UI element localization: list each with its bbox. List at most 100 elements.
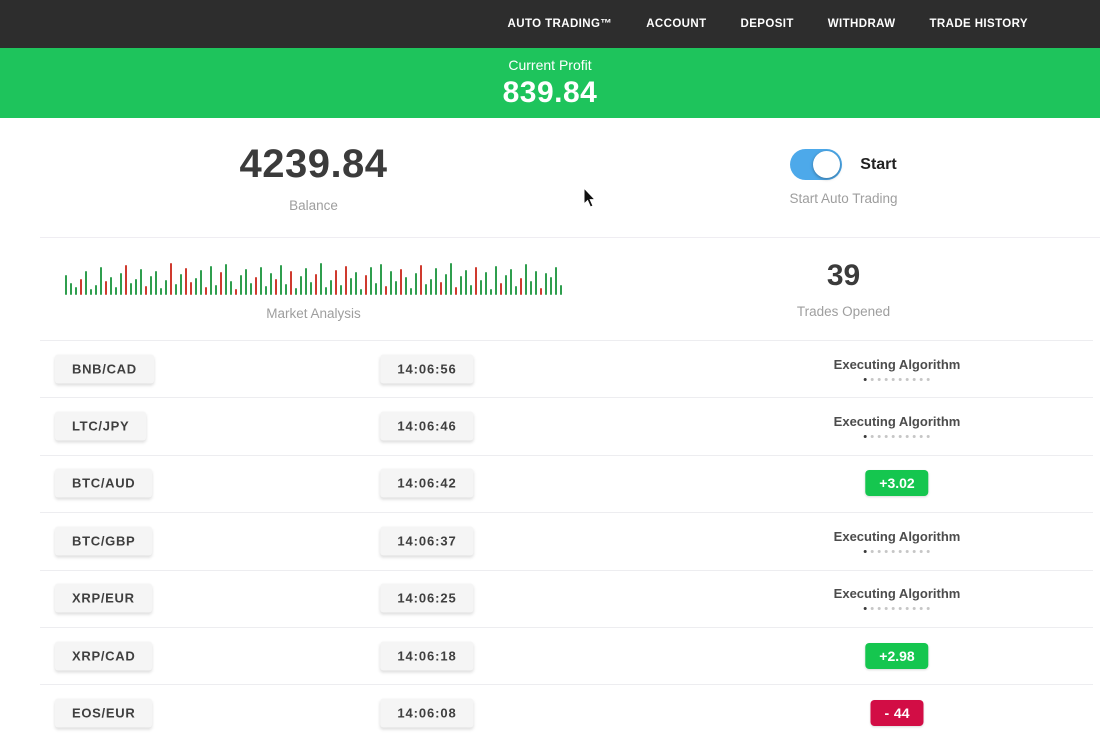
progress-dot: [912, 435, 916, 439]
progress-dot: [877, 435, 881, 439]
progress-dot: [905, 377, 909, 381]
nav-item-withdraw[interactable]: WITHDRAW: [827, 18, 896, 30]
market-bar: [480, 280, 482, 295]
market-bar: [380, 264, 382, 295]
market-bar: [360, 289, 362, 295]
market-bar: [245, 269, 247, 295]
market-analysis-chart: [65, 257, 562, 295]
market-bar: [445, 274, 447, 295]
market-bar: [355, 272, 357, 295]
market-bar: [555, 267, 557, 295]
table-row: BNB/CAD 14:06:56 Executing Algorithm: [0, 340, 1100, 397]
start-auto-trading-label: Start Auto Trading: [789, 191, 898, 206]
progress-dot: [926, 435, 930, 439]
market-bar: [95, 285, 97, 295]
progress-dot: [912, 607, 916, 611]
market-bar: [285, 284, 287, 295]
market-bar: [205, 287, 207, 295]
progress-dot: [912, 377, 916, 381]
nav-item-auto-trading[interactable]: AUTO TRADING™: [507, 18, 613, 30]
progress-dot: [877, 607, 881, 611]
market-bar: [220, 272, 222, 295]
pair-badge: XRP/CAD: [55, 641, 153, 671]
market-bar: [225, 264, 227, 295]
progress-dot: [898, 607, 902, 611]
market-bar: [170, 263, 172, 295]
market-bar: [530, 281, 532, 295]
trades-opened-value: 39: [826, 259, 861, 292]
market-bar: [320, 263, 322, 295]
market-bar: [150, 276, 152, 295]
market-bar: [505, 275, 507, 295]
progress-dot: [912, 549, 916, 553]
market-bar: [230, 281, 232, 295]
market-analysis-section: Market Analysis 39 Trades Opened: [0, 238, 1100, 340]
market-bar: [105, 281, 107, 295]
progress-dot: [919, 607, 923, 611]
profit-badge: +2.98: [865, 642, 929, 669]
trade-time-badge: 14:06:25: [380, 583, 474, 613]
market-bar: [410, 288, 412, 295]
result-amount: 44: [893, 705, 910, 722]
market-bar: [125, 265, 127, 295]
table-row: BTC/GBP 14:06:37 Executing Algorithm: [0, 512, 1100, 569]
market-bar: [375, 283, 377, 295]
market-bar: [240, 275, 242, 295]
progress-dot: [926, 607, 930, 611]
market-bar: [270, 273, 272, 295]
market-bar: [330, 280, 332, 295]
market-bar: [425, 284, 427, 295]
market-bar: [195, 278, 197, 295]
trade-status-cell: Executing Algorithm: [834, 529, 961, 553]
table-row: XRP/EUR 14:06:25 Executing Algorithm: [0, 569, 1100, 627]
market-bar: [190, 282, 192, 295]
progress-dots: [834, 377, 961, 381]
market-bar: [210, 266, 212, 295]
market-bar: [465, 270, 467, 295]
trades-opened-label: Trades Opened: [796, 304, 891, 319]
nav-item-account[interactable]: ACCOUNT: [646, 18, 707, 30]
market-bar: [415, 273, 417, 295]
trade-status-cell: -44: [870, 700, 924, 727]
nav-item-deposit[interactable]: DEPOSIT: [740, 18, 794, 30]
top-navbar: AUTO TRADING™ ACCOUNT DEPOSIT WITHDRAW T…: [0, 0, 1100, 48]
market-bar: [495, 266, 497, 295]
market-bar: [295, 288, 297, 295]
trade-status-cell: Executing Algorithm: [834, 586, 960, 611]
market-bar: [215, 285, 217, 295]
market-bar: [385, 286, 387, 295]
trade-time-badge: 14:06:42: [380, 468, 474, 498]
auto-trading-toggle[interactable]: [790, 149, 843, 180]
market-bar: [345, 266, 347, 295]
market-bar: [370, 267, 372, 295]
market-bar: [545, 273, 547, 295]
market-bar: [265, 286, 267, 295]
progress-dot: [891, 549, 895, 553]
section-divider: [40, 237, 1100, 238]
market-bar: [535, 271, 537, 295]
progress-dot: [898, 435, 902, 439]
market-analysis-label: Market Analysis: [266, 306, 361, 321]
market-bar: [90, 289, 92, 295]
market-bar: [460, 276, 462, 295]
market-bar: [70, 283, 72, 295]
progress-dot: [870, 549, 874, 553]
progress-dot: [891, 607, 895, 611]
balance-section: 4239.84 Balance Start Start Auto Trading: [0, 118, 1100, 237]
progress-dot: [863, 549, 867, 553]
market-bar: [280, 265, 282, 295]
market-bar: [180, 274, 182, 295]
market-bar: [160, 288, 162, 295]
market-bar: [405, 277, 407, 295]
progress-dot: [884, 435, 888, 439]
nav-item-trade-history[interactable]: TRADE HISTORY: [929, 18, 1028, 30]
market-bar: [540, 288, 542, 295]
progress-dots: [834, 549, 961, 553]
progress-dot: [926, 377, 930, 381]
market-bar: [115, 287, 117, 295]
toggle-knob: [813, 151, 841, 178]
progress-dot: [863, 435, 867, 439]
progress-dot: [877, 377, 881, 381]
market-bar: [300, 276, 302, 295]
progress-dot: [884, 607, 888, 611]
